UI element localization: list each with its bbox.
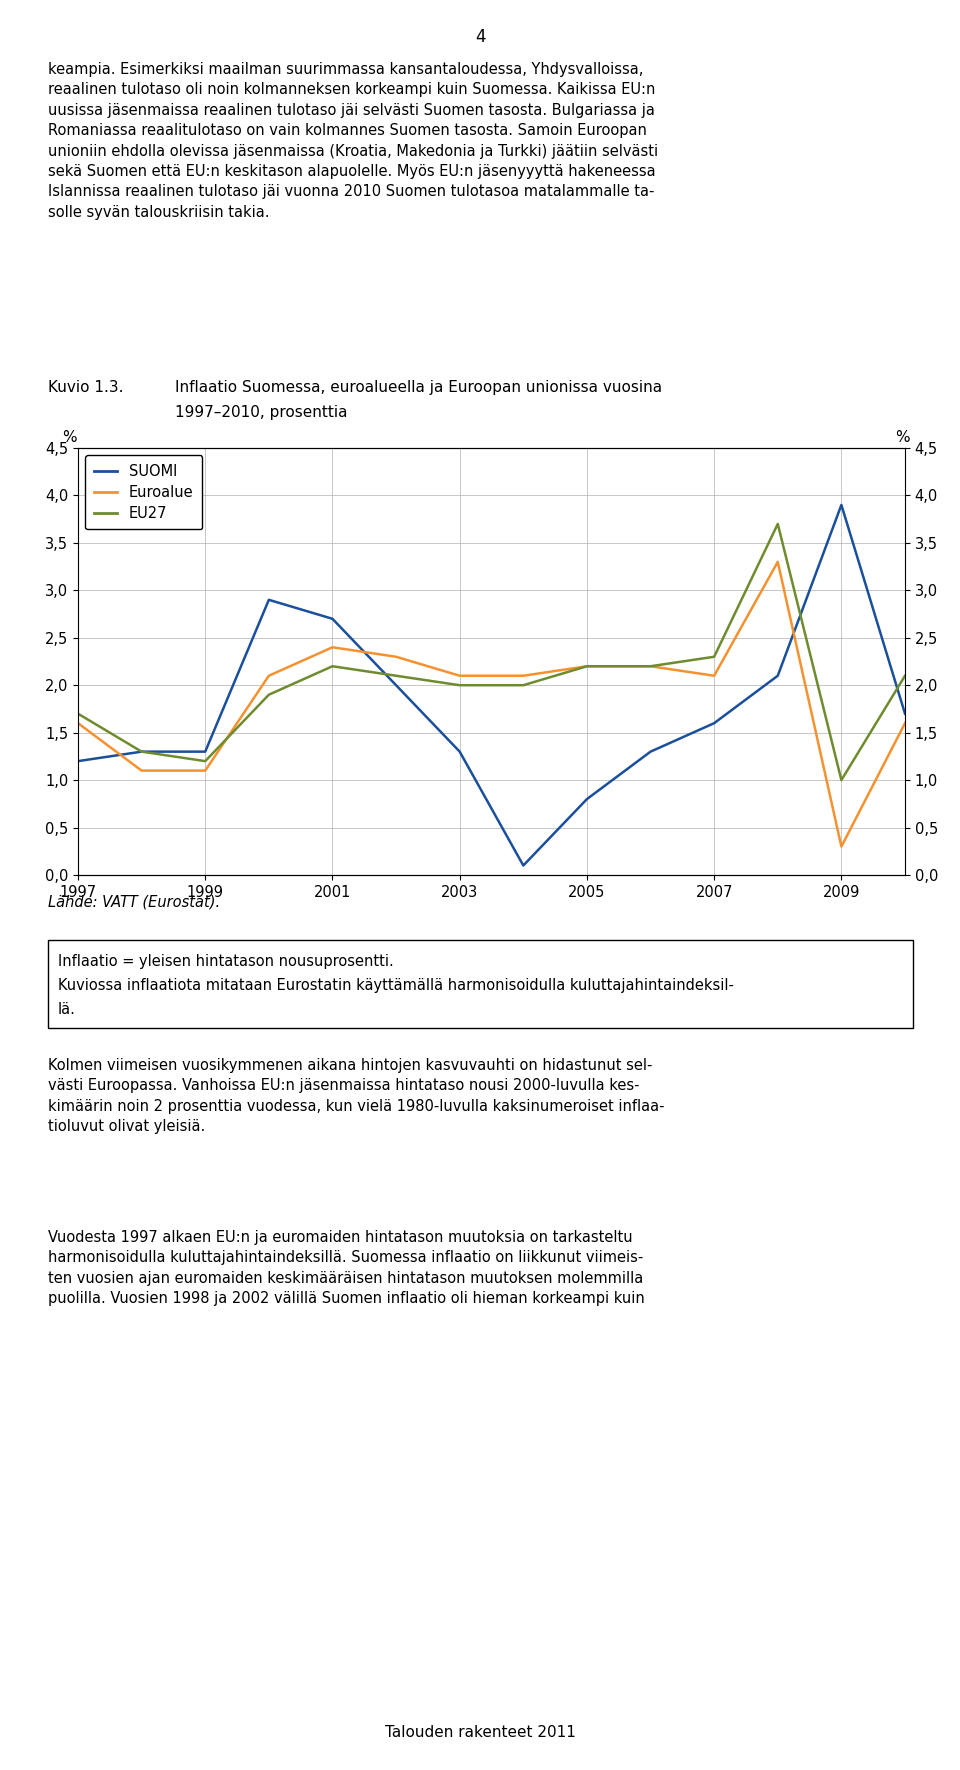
Text: %: % (895, 430, 910, 444)
Text: Vuodesta 1997 alkaen EU:n ja euromaiden hintatason muutoksia on tarkasteltu
harm: Vuodesta 1997 alkaen EU:n ja euromaiden … (48, 1230, 645, 1306)
Text: Kolmen viimeisen vuosikymmenen aikana hintojen kasvuvauhti on hidastunut sel-
vä: Kolmen viimeisen vuosikymmenen aikana hi… (48, 1058, 664, 1135)
Text: Lähde: VATT (Eurostat).: Lähde: VATT (Eurostat). (48, 896, 220, 910)
Text: Inflaatio Suomessa, euroalueella ja Euroopan unionissa vuosina: Inflaatio Suomessa, euroalueella ja Euro… (175, 381, 662, 395)
Text: 4: 4 (475, 28, 485, 46)
Text: 1997–2010, prosenttia: 1997–2010, prosenttia (175, 405, 348, 419)
Text: Talouden rakenteet 2011: Talouden rakenteet 2011 (385, 1726, 575, 1740)
Text: Kuviossa inflaatiota mitataan Eurostatin käyttämällä harmonisoidulla kuluttajahi: Kuviossa inflaatiota mitataan Eurostatin… (58, 979, 733, 993)
Text: Inflaatio = yleisen hintatason nousuprosentti.: Inflaatio = yleisen hintatason nousupros… (58, 954, 394, 968)
Text: keampia. Esimerkiksi maailman suurimmassa kansantaloudessa, Yhdysvalloissa,
reaa: keampia. Esimerkiksi maailman suurimmass… (48, 62, 659, 219)
Text: lä.: lä. (58, 1002, 76, 1018)
Legend: SUOMI, Euroalue, EU27: SUOMI, Euroalue, EU27 (85, 455, 203, 529)
Text: %: % (62, 430, 77, 444)
Text: Kuvio 1.3.: Kuvio 1.3. (48, 381, 124, 395)
